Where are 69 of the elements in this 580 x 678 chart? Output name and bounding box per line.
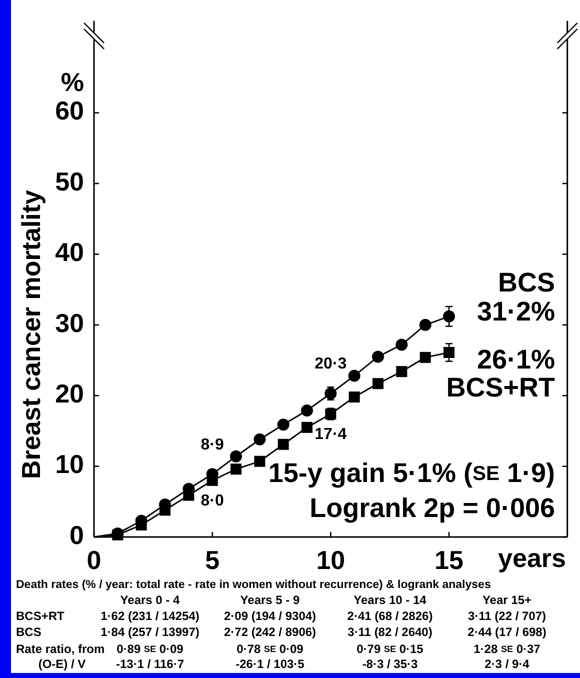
- y-tick-label: 50: [55, 166, 84, 196]
- point: [206, 474, 218, 486]
- text: 1·62 (231 / 14254): [100, 609, 200, 624]
- text: Death rates (% / year: total rate - rate in women without recurrence) & logrank analyses: [16, 579, 491, 592]
- text: -26·1 / 103·5: [236, 657, 305, 672]
- data-label: 8·9: [200, 436, 224, 454]
- legend-label: BCS+RT: [446, 372, 556, 403]
- text: -13·1 / 116·7: [116, 657, 184, 672]
- point: [419, 318, 432, 331]
- y-axis-title: Breast cancer mortality: [16, 189, 46, 480]
- point: [230, 450, 242, 462]
- text: %: [60, 66, 84, 97]
- text: 2·44 (17 / 698): [468, 625, 546, 640]
- annotation: 15-y gain 5·1% (SE 1·9): [268, 458, 555, 488]
- y-tick-label: 60: [55, 96, 84, 126]
- point: [254, 433, 266, 446]
- point: [396, 338, 408, 351]
- text: 2·72 (242 / 8906): [224, 625, 316, 640]
- y-tick-label: 40: [55, 237, 84, 268]
- text: 3·11 (82 / 2640): [348, 625, 432, 640]
- point: [443, 310, 455, 322]
- text: 0·79 SE 0·15: [356, 642, 424, 656]
- text: 2·41 (68 / 2826): [347, 609, 433, 624]
- point: [183, 490, 194, 501]
- text: 1·84 (257 / 13997): [100, 625, 200, 640]
- point: [372, 350, 384, 363]
- text: 0·89 SE 0·09: [116, 642, 184, 656]
- text: Years 10 - 14: [354, 593, 427, 608]
- point: [372, 378, 384, 390]
- point: [254, 456, 266, 467]
- y-tick-label: 10: [55, 449, 84, 480]
- series-label: BCS: [498, 268, 555, 298]
- data-label: 31·2%: [476, 296, 555, 327]
- point: [278, 438, 289, 450]
- point: [301, 404, 313, 416]
- x-tick-label: 10: [316, 544, 346, 575]
- point: [348, 370, 360, 382]
- text: Rate ratio, from: [16, 642, 105, 656]
- point: [324, 387, 337, 400]
- point: [230, 464, 242, 475]
- x-tick-label: 15: [434, 544, 464, 575]
- x-tick-label: 5: [205, 544, 220, 575]
- y-tick-label: 0: [70, 520, 84, 550]
- text: Year 15+: [482, 593, 532, 608]
- point: [444, 346, 454, 358]
- point: [302, 422, 312, 433]
- text: 2·3 / 9·4: [484, 657, 530, 672]
- text: Years 0 - 4: [120, 593, 180, 608]
- point: [348, 392, 360, 403]
- annotation: Logrank 2p = 0·006: [310, 493, 555, 524]
- text: BCS: [16, 625, 42, 640]
- text: 0·78 SE 0·09: [236, 642, 304, 656]
- y-tick-label: 30: [55, 308, 84, 338]
- text: 3·11 (22 / 707): [468, 609, 546, 624]
- text: 1·28 SE 0·37: [474, 642, 541, 656]
- text: BCS+RT: [16, 609, 66, 624]
- text: 2·09 (194 / 9304): [224, 609, 316, 624]
- text: Years 5 - 9: [240, 593, 300, 608]
- point: [277, 418, 290, 431]
- point: [420, 352, 431, 363]
- text: (O-E) / V: [38, 657, 86, 672]
- data-label: 26·1%: [476, 344, 555, 375]
- data-label: 8·0: [200, 492, 224, 510]
- text: -8·3 / 35·3: [362, 657, 418, 672]
- data-label: 17·4: [314, 426, 347, 444]
- point: [396, 366, 408, 378]
- x-axis-title: years: [498, 542, 566, 573]
- data-label: 20·3: [314, 356, 347, 373]
- y-tick-label: 20: [55, 378, 84, 408]
